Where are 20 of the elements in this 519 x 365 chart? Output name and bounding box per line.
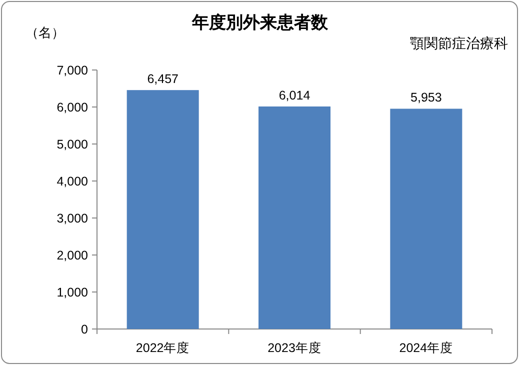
bar bbox=[390, 108, 462, 329]
bar bbox=[126, 90, 199, 329]
data-label: 5,953 bbox=[410, 90, 442, 105]
y-tick-label: 0 bbox=[81, 322, 88, 336]
y-tick-label: 5,000 bbox=[56, 138, 88, 152]
y-tick-label: 6,000 bbox=[56, 100, 88, 114]
x-tick-label: 2022年度 bbox=[136, 340, 190, 355]
y-tick-label: 4,000 bbox=[56, 174, 88, 188]
y-tick-label: 1,000 bbox=[56, 286, 88, 300]
bar bbox=[258, 106, 330, 329]
y-tick-label: 3,000 bbox=[56, 212, 88, 226]
y-axis-title: （名） bbox=[26, 25, 64, 40]
text: 顎関節症治療科 bbox=[410, 35, 508, 51]
chart-title: 年度別外来患者数 bbox=[191, 13, 329, 32]
data-label: 6,457 bbox=[147, 72, 179, 86]
y-tick-label: 7,000 bbox=[56, 64, 88, 78]
x-tick-label: 2023年度 bbox=[268, 340, 322, 355]
data-label: 6,014 bbox=[278, 88, 310, 102]
x-tick-label: 2024年度 bbox=[399, 340, 454, 355]
y-tick-label: 2,000 bbox=[56, 248, 88, 262]
